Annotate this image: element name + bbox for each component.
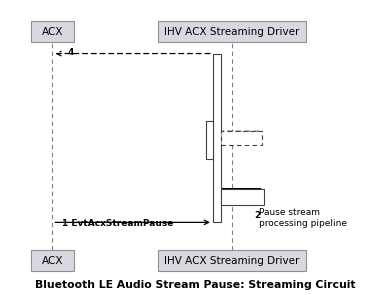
Text: IHV ACX Streaming Driver: IHV ACX Streaming Driver [164,255,300,266]
Text: ACX: ACX [42,255,63,266]
FancyBboxPatch shape [31,250,74,271]
Bar [213,54,221,222]
Text: IHV ACX Streaming Driver: IHV ACX Streaming Driver [164,27,300,37]
Text: Pause stream
processing pipeline: Pause stream processing pipeline [259,208,347,229]
Bar [206,121,213,159]
FancyBboxPatch shape [31,21,74,42]
Text: 3: 3 [225,137,231,146]
Text: ACX: ACX [42,27,63,37]
Text: 1 EvtAcxStreamPause: 1 EvtAcxStreamPause [62,219,173,228]
Bar [221,131,262,145]
FancyBboxPatch shape [158,250,306,271]
FancyBboxPatch shape [158,21,306,42]
Text: 4: 4 [67,48,74,57]
Text: 2: 2 [254,211,261,219]
Text: Bluetooth LE Audio Stream Pause: Streaming Circuit: Bluetooth LE Audio Stream Pause: Streami… [35,280,355,290]
Bar [221,189,264,205]
